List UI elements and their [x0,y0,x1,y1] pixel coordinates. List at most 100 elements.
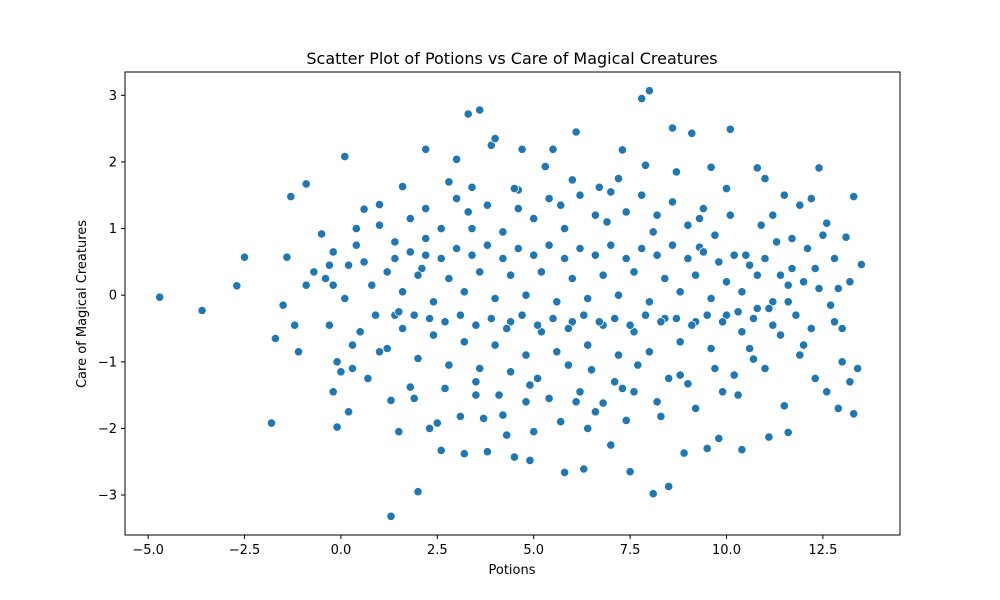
data-point [309,267,319,277]
data-point [552,297,562,307]
data-point [382,267,392,277]
x-tick-label: −5.0 [132,543,164,558]
data-point [833,283,843,294]
data-point [471,377,481,387]
data-point [698,204,709,214]
data-point [316,229,327,239]
data-point [498,253,508,264]
data-point [729,250,739,260]
data-point [733,390,743,400]
data-point [552,347,562,357]
data-point [771,237,782,247]
points-layer [155,86,867,521]
data-point [502,430,512,440]
data-point [444,273,454,284]
data-point [602,217,612,227]
data-point [825,300,836,310]
x-axis-ticks: −5.0 −2.5 0.0 2.5 5.0 7.5 10.0 12.5 [132,535,837,558]
data-point [525,455,535,465]
data-point [417,263,427,274]
data-point [509,452,520,462]
data-point [717,387,728,397]
data-point [332,357,342,367]
y-tick-label: 2 [109,155,117,170]
data-point [787,263,797,274]
data-point [544,240,554,250]
data-point [540,162,550,172]
data-point [397,323,408,334]
data-point [737,287,747,297]
data-point [286,192,296,202]
data-point [343,260,354,270]
data-point [405,382,415,392]
data-point [320,273,331,284]
data-point [571,397,581,407]
data-point [748,354,759,364]
data-point [664,481,674,491]
data-point [675,370,685,380]
data-point [706,343,716,354]
data-point [521,397,531,407]
data-point [239,252,250,262]
y-tick-label: 1 [109,222,117,237]
data-point [741,250,751,260]
data-point [397,287,408,297]
data-point [633,360,643,370]
data-point [637,190,647,200]
data-point [374,200,385,210]
data-point [822,218,832,228]
data-point [652,250,662,260]
data-point [667,197,678,207]
data-point [351,240,361,250]
data-point [687,128,697,138]
data-point [698,247,709,257]
data-point [498,410,508,420]
data-point [451,194,462,204]
data-point [559,467,570,477]
data-point [467,182,477,192]
data-point [787,233,797,244]
data-point [390,237,400,247]
data-point [594,317,604,327]
data-point [829,253,840,264]
data-point [775,270,786,280]
data-point [637,243,647,254]
data-point [351,224,361,234]
data-point [849,409,859,419]
data-point [455,310,465,320]
data-point [795,200,805,210]
data-point [374,347,385,357]
data-point [675,287,685,297]
data-point [390,253,400,264]
data-point [729,370,739,380]
y-tick-label: 3 [109,89,117,104]
data-point [625,320,635,330]
data-point [475,267,485,277]
data-point [690,270,701,280]
data-point [606,187,616,197]
data-point [290,320,300,330]
data-point [579,310,589,320]
data-point [648,489,658,499]
data-point [502,323,512,334]
data-point [336,367,346,377]
data-point [610,377,620,387]
data-point [621,207,631,217]
data-point [656,317,666,327]
data-point [409,310,419,320]
data-point [779,401,789,411]
data-point [690,403,701,413]
data-point [683,379,693,389]
data-point [702,443,712,453]
data-point [482,200,492,210]
data-point [594,182,604,192]
data-point [810,373,820,383]
data-point [579,464,589,474]
y-tick-label: 0 [109,289,117,304]
data-point [637,94,647,104]
x-tick-label: 5.0 [523,543,544,558]
data-point [421,233,431,244]
data-point [822,387,832,397]
data-point [706,162,716,172]
data-point [583,340,593,350]
